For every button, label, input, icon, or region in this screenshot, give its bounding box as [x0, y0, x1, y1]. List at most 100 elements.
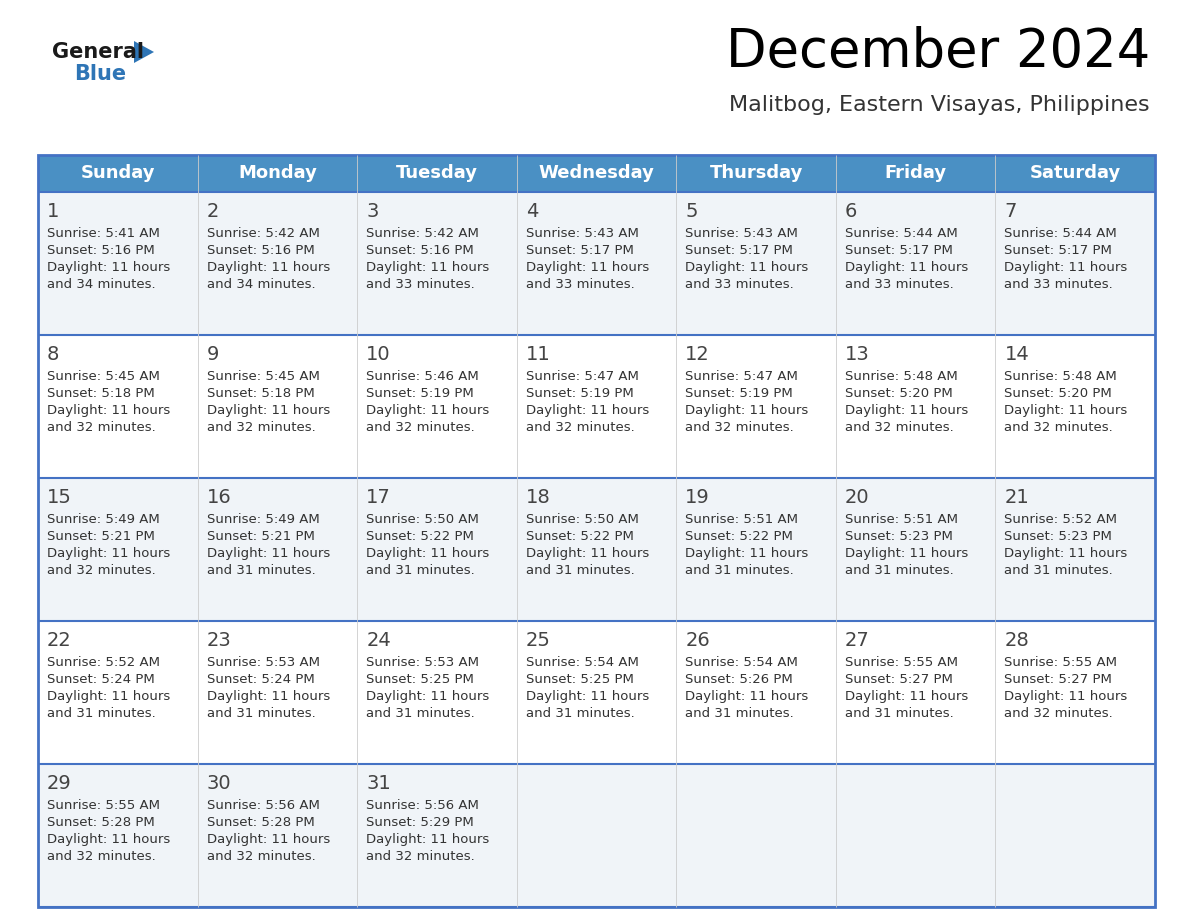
Text: and 33 minutes.: and 33 minutes.: [685, 278, 794, 291]
Text: and 31 minutes.: and 31 minutes.: [845, 707, 954, 720]
Text: Daylight: 11 hours: Daylight: 11 hours: [526, 404, 649, 417]
Text: Sunrise: 5:55 AM: Sunrise: 5:55 AM: [1004, 656, 1118, 669]
Text: Sunrise: 5:50 AM: Sunrise: 5:50 AM: [366, 513, 479, 526]
Text: and 33 minutes.: and 33 minutes.: [366, 278, 475, 291]
Text: Sunset: 5:28 PM: Sunset: 5:28 PM: [48, 816, 154, 829]
Text: 10: 10: [366, 345, 391, 364]
Text: 29: 29: [48, 774, 71, 793]
Text: Daylight: 11 hours: Daylight: 11 hours: [685, 547, 809, 560]
Text: Wednesday: Wednesday: [538, 164, 655, 183]
Text: Daylight: 11 hours: Daylight: 11 hours: [207, 833, 330, 846]
Text: December 2024: December 2024: [726, 26, 1150, 78]
Text: Sunrise: 5:55 AM: Sunrise: 5:55 AM: [845, 656, 958, 669]
Text: 12: 12: [685, 345, 710, 364]
Text: 7: 7: [1004, 202, 1017, 221]
Text: Daylight: 11 hours: Daylight: 11 hours: [366, 404, 489, 417]
Text: and 34 minutes.: and 34 minutes.: [207, 278, 315, 291]
Text: 31: 31: [366, 774, 391, 793]
Text: Sunset: 5:17 PM: Sunset: 5:17 PM: [526, 244, 633, 257]
Text: Sunset: 5:24 PM: Sunset: 5:24 PM: [48, 673, 154, 686]
Text: 21: 21: [1004, 488, 1029, 507]
Text: Daylight: 11 hours: Daylight: 11 hours: [48, 261, 170, 274]
Text: Sunset: 5:16 PM: Sunset: 5:16 PM: [207, 244, 315, 257]
Text: Sunset: 5:23 PM: Sunset: 5:23 PM: [845, 530, 953, 543]
Text: 28: 28: [1004, 631, 1029, 650]
Text: Daylight: 11 hours: Daylight: 11 hours: [845, 547, 968, 560]
Text: and 32 minutes.: and 32 minutes.: [366, 850, 475, 863]
Text: 30: 30: [207, 774, 232, 793]
Text: Sunrise: 5:50 AM: Sunrise: 5:50 AM: [526, 513, 639, 526]
Text: Sunset: 5:21 PM: Sunset: 5:21 PM: [48, 530, 154, 543]
Text: and 32 minutes.: and 32 minutes.: [845, 421, 954, 434]
Text: and 31 minutes.: and 31 minutes.: [207, 707, 315, 720]
Text: Sunrise: 5:53 AM: Sunrise: 5:53 AM: [366, 656, 479, 669]
Text: Sunday: Sunday: [81, 164, 156, 183]
Text: Sunrise: 5:42 AM: Sunrise: 5:42 AM: [366, 227, 479, 240]
Text: 11: 11: [526, 345, 550, 364]
Text: Sunrise: 5:53 AM: Sunrise: 5:53 AM: [207, 656, 320, 669]
Text: and 33 minutes.: and 33 minutes.: [526, 278, 634, 291]
Text: Daylight: 11 hours: Daylight: 11 hours: [1004, 690, 1127, 703]
Text: Sunrise: 5:47 AM: Sunrise: 5:47 AM: [526, 370, 639, 383]
Text: Thursday: Thursday: [709, 164, 803, 183]
Text: Sunrise: 5:51 AM: Sunrise: 5:51 AM: [685, 513, 798, 526]
Bar: [38, 192, 1155, 335]
Text: Daylight: 11 hours: Daylight: 11 hours: [845, 261, 968, 274]
Text: 5: 5: [685, 202, 697, 221]
Text: 15: 15: [48, 488, 72, 507]
Text: Sunset: 5:17 PM: Sunset: 5:17 PM: [845, 244, 953, 257]
Text: Sunset: 5:17 PM: Sunset: 5:17 PM: [685, 244, 794, 257]
Text: Sunset: 5:20 PM: Sunset: 5:20 PM: [845, 387, 953, 400]
Text: and 32 minutes.: and 32 minutes.: [366, 421, 475, 434]
Text: 22: 22: [48, 631, 71, 650]
Text: Daylight: 11 hours: Daylight: 11 hours: [366, 547, 489, 560]
Text: 4: 4: [526, 202, 538, 221]
Text: Sunset: 5:25 PM: Sunset: 5:25 PM: [366, 673, 474, 686]
Polygon shape: [134, 41, 154, 63]
Text: Blue: Blue: [74, 64, 126, 84]
Text: Sunrise: 5:54 AM: Sunrise: 5:54 AM: [526, 656, 639, 669]
Text: Daylight: 11 hours: Daylight: 11 hours: [48, 833, 170, 846]
Text: Sunrise: 5:56 AM: Sunrise: 5:56 AM: [366, 799, 479, 812]
Text: Sunrise: 5:45 AM: Sunrise: 5:45 AM: [207, 370, 320, 383]
Text: Daylight: 11 hours: Daylight: 11 hours: [526, 690, 649, 703]
Text: 19: 19: [685, 488, 710, 507]
Text: and 31 minutes.: and 31 minutes.: [207, 564, 315, 577]
Text: Sunrise: 5:55 AM: Sunrise: 5:55 AM: [48, 799, 160, 812]
Text: Sunrise: 5:47 AM: Sunrise: 5:47 AM: [685, 370, 798, 383]
Text: 23: 23: [207, 631, 232, 650]
Text: Daylight: 11 hours: Daylight: 11 hours: [526, 547, 649, 560]
Text: Daylight: 11 hours: Daylight: 11 hours: [1004, 261, 1127, 274]
Text: and 32 minutes.: and 32 minutes.: [207, 421, 315, 434]
Text: and 31 minutes.: and 31 minutes.: [48, 707, 156, 720]
Text: Sunset: 5:19 PM: Sunset: 5:19 PM: [685, 387, 794, 400]
Text: Sunset: 5:25 PM: Sunset: 5:25 PM: [526, 673, 633, 686]
Text: and 31 minutes.: and 31 minutes.: [685, 564, 794, 577]
Text: and 33 minutes.: and 33 minutes.: [845, 278, 954, 291]
Text: Sunrise: 5:52 AM: Sunrise: 5:52 AM: [1004, 513, 1118, 526]
Text: Sunset: 5:18 PM: Sunset: 5:18 PM: [207, 387, 315, 400]
Text: 17: 17: [366, 488, 391, 507]
Text: and 31 minutes.: and 31 minutes.: [1004, 564, 1113, 577]
Text: Daylight: 11 hours: Daylight: 11 hours: [845, 690, 968, 703]
Text: Saturday: Saturday: [1030, 164, 1120, 183]
Text: Sunset: 5:28 PM: Sunset: 5:28 PM: [207, 816, 315, 829]
Text: Sunset: 5:17 PM: Sunset: 5:17 PM: [1004, 244, 1112, 257]
Text: 25: 25: [526, 631, 550, 650]
Text: Daylight: 11 hours: Daylight: 11 hours: [1004, 547, 1127, 560]
Text: and 31 minutes.: and 31 minutes.: [845, 564, 954, 577]
Text: Daylight: 11 hours: Daylight: 11 hours: [366, 833, 489, 846]
Text: Sunrise: 5:43 AM: Sunrise: 5:43 AM: [526, 227, 639, 240]
Text: Daylight: 11 hours: Daylight: 11 hours: [48, 404, 170, 417]
Text: and 32 minutes.: and 32 minutes.: [1004, 421, 1113, 434]
Text: Daylight: 11 hours: Daylight: 11 hours: [48, 690, 170, 703]
Text: 24: 24: [366, 631, 391, 650]
Text: and 32 minutes.: and 32 minutes.: [685, 421, 794, 434]
Text: 3: 3: [366, 202, 379, 221]
Text: and 31 minutes.: and 31 minutes.: [526, 707, 634, 720]
Text: and 32 minutes.: and 32 minutes.: [207, 850, 315, 863]
Text: Sunset: 5:18 PM: Sunset: 5:18 PM: [48, 387, 154, 400]
Text: 9: 9: [207, 345, 219, 364]
Bar: [38, 155, 1155, 907]
Text: Sunset: 5:21 PM: Sunset: 5:21 PM: [207, 530, 315, 543]
